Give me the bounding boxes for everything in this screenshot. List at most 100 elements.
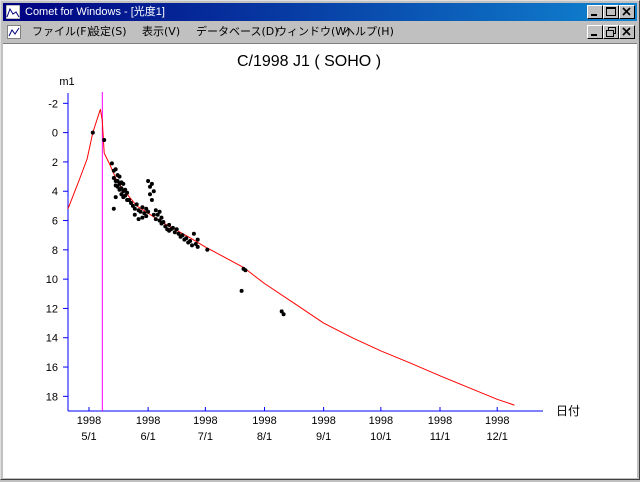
- y-tick-label: 10: [46, 274, 58, 286]
- document-icon[interactable]: [7, 25, 21, 39]
- x-tick-year: 1998: [485, 415, 509, 427]
- observation-point: [148, 184, 152, 189]
- menu-file[interactable]: ファイル(F): [32, 25, 91, 38]
- observation-point: [132, 206, 137, 211]
- observation-point: [148, 192, 152, 197]
- x-tick-label: 6/1: [140, 431, 155, 443]
- x-tick-label: 8/1: [257, 431, 272, 443]
- doc-restore-button[interactable]: [603, 25, 619, 39]
- observation-point: [144, 206, 149, 211]
- observation-point: [142, 211, 147, 216]
- observation-point: [136, 217, 141, 222]
- observation-point: [109, 161, 114, 166]
- observation-point: [279, 309, 284, 314]
- menu-window[interactable]: ウィンドウ(W): [276, 25, 351, 38]
- observation-point: [127, 198, 131, 202]
- observation-point: [130, 203, 135, 208]
- menu-help[interactable]: ヘルプ(H): [344, 25, 394, 38]
- observation-point: [132, 212, 137, 217]
- observation-point: [167, 222, 172, 227]
- observation-point: [193, 242, 198, 246]
- y-tick-label: 4: [52, 186, 58, 198]
- menu-settings[interactable]: 設定(S): [89, 25, 127, 38]
- observation-point: [113, 167, 118, 172]
- x-tick-label: 9/1: [316, 431, 331, 443]
- minimize-button[interactable]: [587, 5, 603, 19]
- observation-point: [184, 236, 189, 241]
- observation-point: [281, 312, 286, 317]
- observation-point: [111, 176, 116, 180]
- comet-app-icon: [6, 5, 20, 19]
- observation-point: [151, 212, 156, 217]
- observation-point: [157, 218, 162, 223]
- observation-point: [149, 181, 154, 186]
- predicted-magnitude-curve: [67, 109, 515, 406]
- observation-point: [163, 224, 168, 229]
- y-tick-label: 18: [46, 391, 58, 403]
- observation-point: [155, 212, 160, 217]
- minimize-icon: [591, 34, 597, 36]
- y-tick-label: 12: [46, 303, 58, 315]
- observation-point: [161, 220, 166, 224]
- x-tick-year: 1998: [311, 415, 335, 427]
- y-tick-label: 8: [52, 245, 58, 257]
- observation-point: [140, 205, 145, 210]
- observation-point: [115, 179, 120, 183]
- observation-point: [119, 192, 124, 197]
- x-tick-year: 1998: [136, 415, 160, 427]
- observation-point: [121, 181, 126, 186]
- chart-title: C/1998 J1 ( SOHO ): [237, 53, 381, 70]
- restore-icon: [606, 27, 616, 37]
- y-tick-label: 2: [52, 157, 58, 169]
- observation-point: [123, 193, 128, 198]
- doc-minimize-button[interactable]: [587, 25, 603, 39]
- observation-point: [151, 189, 156, 194]
- x-tick-year: 1998: [252, 415, 276, 427]
- x-axis-label: 日付: [556, 404, 580, 418]
- observation-point: [134, 202, 139, 207]
- observation-point: [205, 247, 210, 252]
- observation-point: [239, 288, 244, 293]
- observation-point: [172, 230, 177, 235]
- observation-point: [111, 206, 116, 211]
- observation-point: [243, 268, 248, 273]
- observation-point: [153, 208, 158, 213]
- menu-database[interactable]: データベース(D): [196, 25, 279, 38]
- x-tick-year: 1998: [369, 415, 393, 427]
- x-tick-year: 1998: [428, 415, 452, 427]
- observation-point: [115, 184, 120, 189]
- y-tick-label: 14: [46, 333, 58, 345]
- y-tick-label: 6: [52, 216, 58, 228]
- menu-view[interactable]: 表示(V): [142, 25, 181, 38]
- observation-point: [113, 195, 118, 200]
- y-tick-label: 16: [46, 362, 58, 374]
- observation-point: [188, 239, 193, 243]
- y-axis-label: m1: [59, 76, 74, 88]
- title-bar[interactable]: Comet for Windows - [光度1]: [3, 3, 637, 21]
- close-icon: [622, 27, 631, 36]
- observation-point: [138, 209, 143, 214]
- observation-point: [190, 243, 194, 248]
- observation-point: [191, 231, 196, 236]
- x-tick-label: 7/1: [198, 431, 213, 443]
- chart-area: C/1998 J1 ( SOHO ) m1 日付 -2 0 2 4 6 8 10 12 14 16…: [3, 43, 637, 478]
- observation-point: [157, 209, 162, 214]
- observation-point: [153, 217, 158, 222]
- observation-point: [180, 233, 185, 238]
- observation-point: [90, 130, 95, 135]
- observation-point: [125, 190, 130, 195]
- observation-point: [123, 187, 128, 192]
- x-tick-year: 1998: [77, 415, 101, 427]
- observation-point: [195, 244, 200, 249]
- x-tick-label: 10/1: [370, 431, 391, 443]
- observation-point: [176, 231, 181, 236]
- maximize-button[interactable]: [603, 5, 619, 19]
- minimize-icon: [591, 14, 597, 16]
- window-title: Comet for Windows - [光度1]: [25, 6, 165, 18]
- observation-point: [146, 209, 151, 214]
- close-button[interactable]: [619, 5, 635, 19]
- doc-close-button[interactable]: [619, 25, 635, 39]
- observation-point: [159, 215, 164, 220]
- x-tick-label: 12/1: [487, 431, 508, 443]
